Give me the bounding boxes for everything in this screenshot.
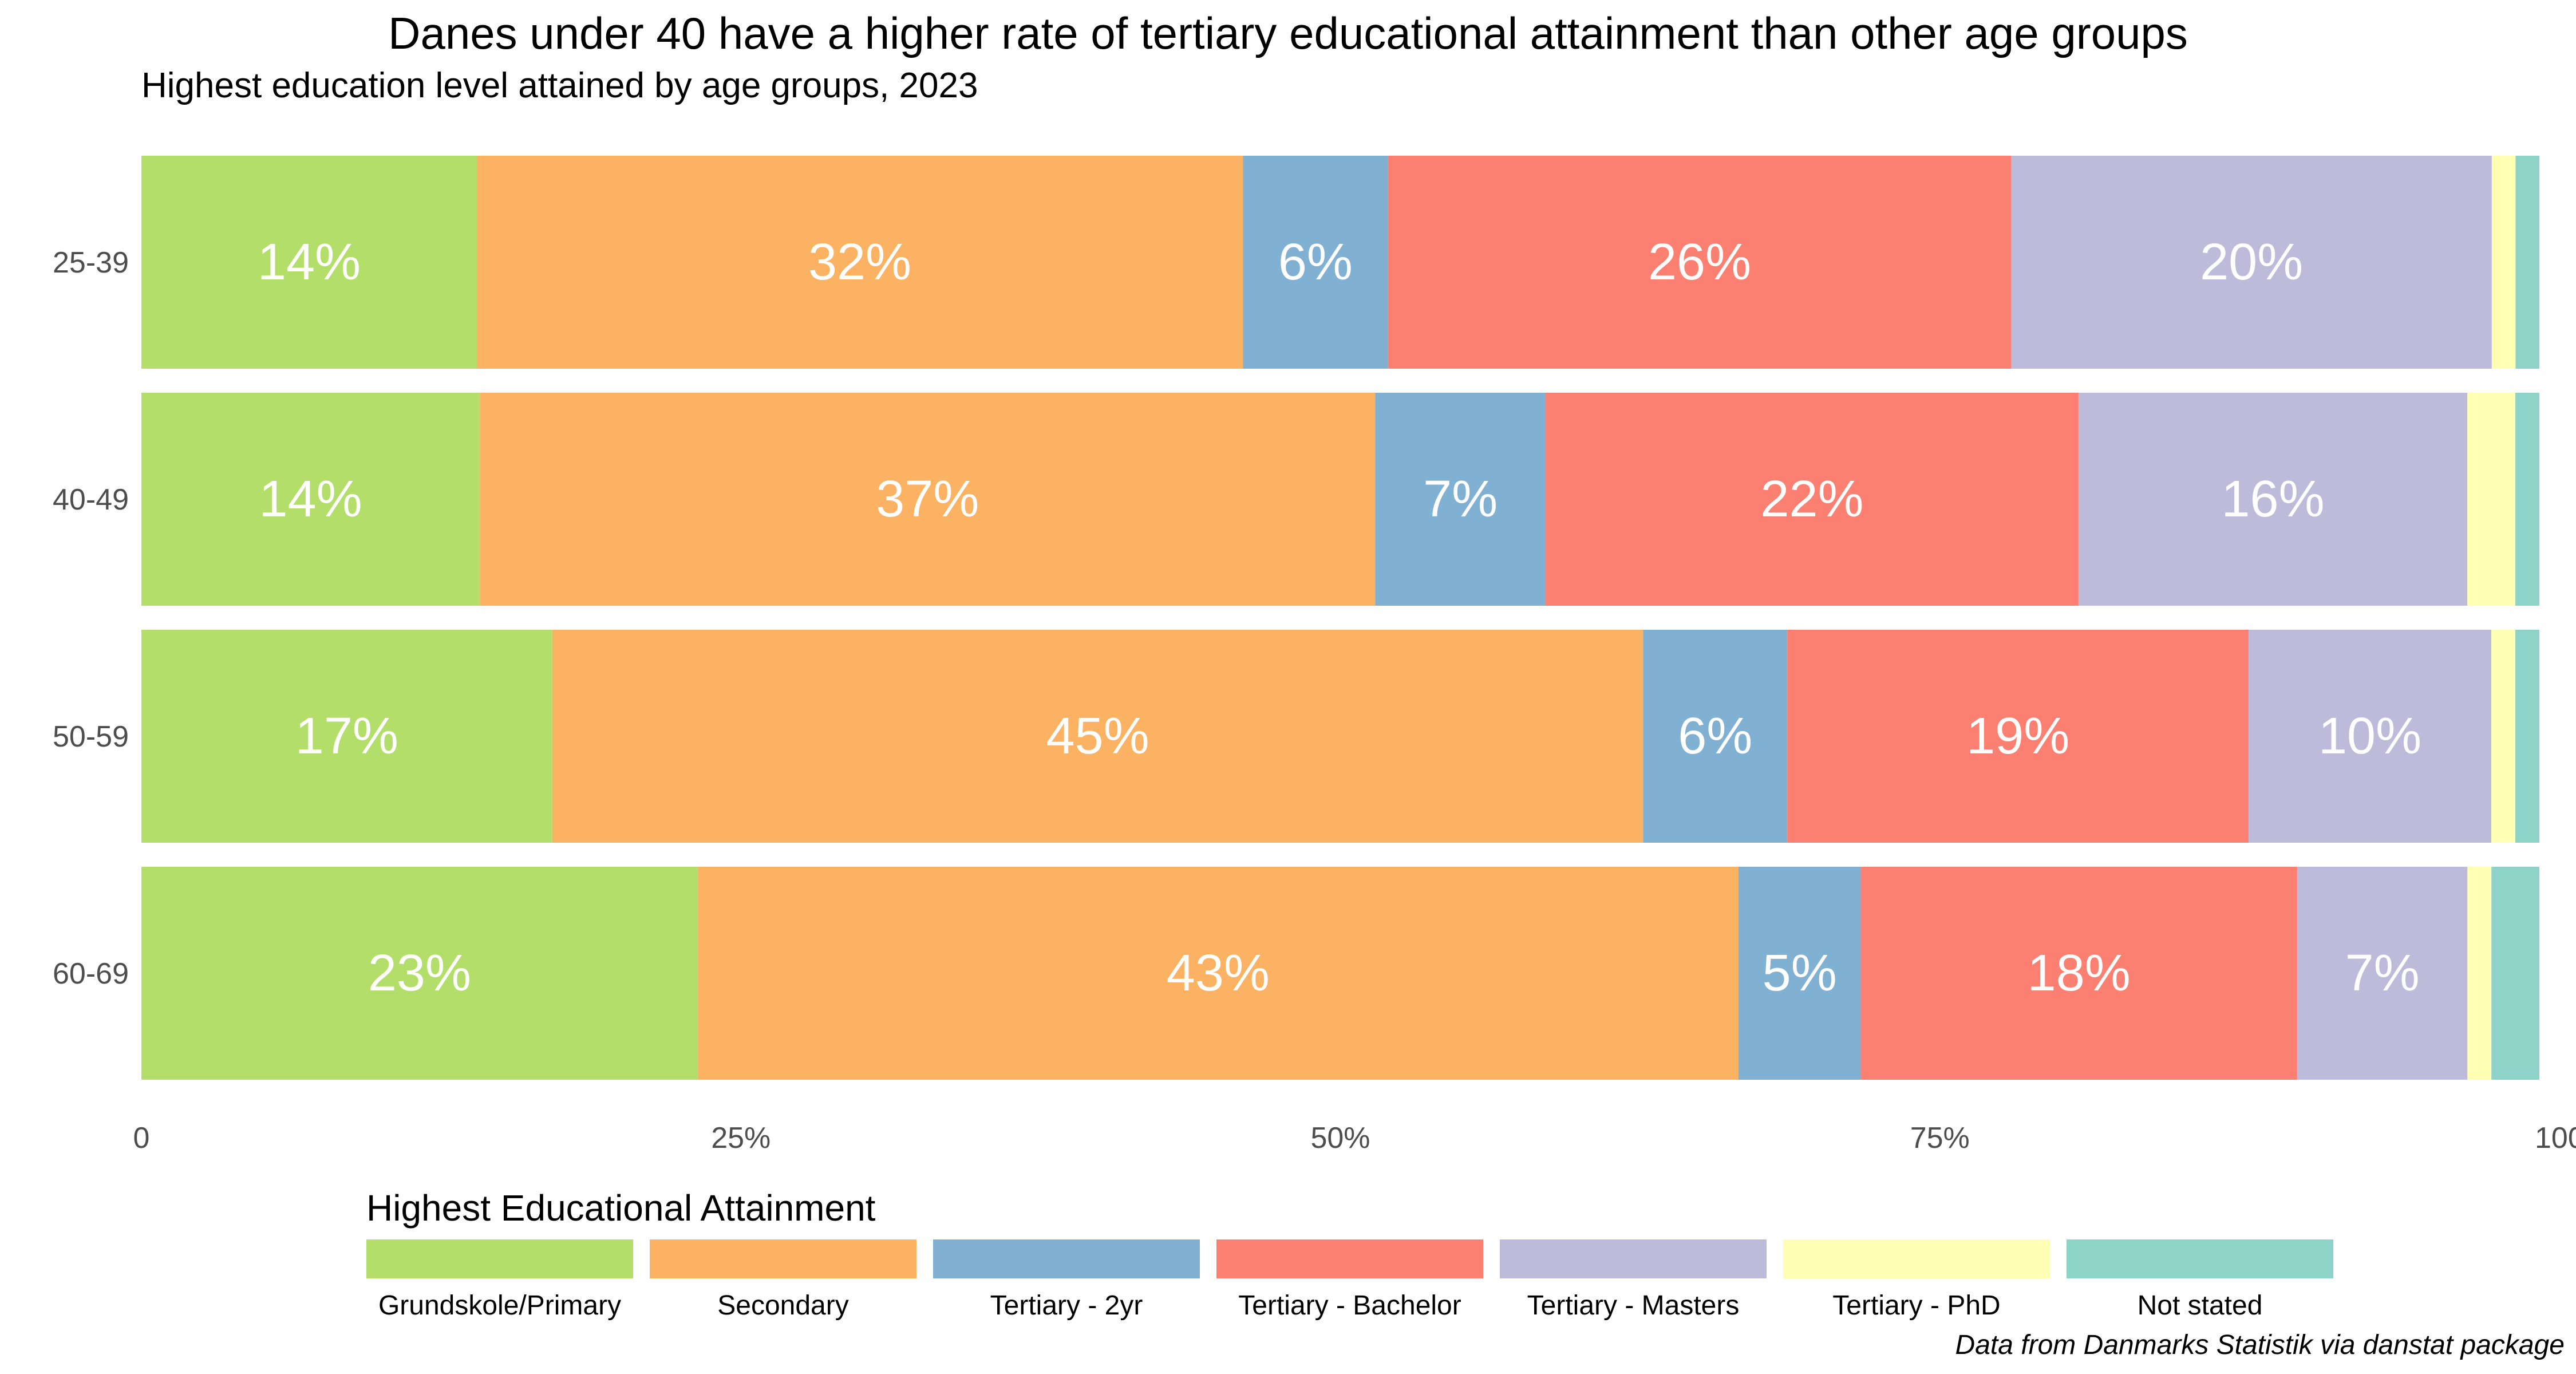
legend-key [1783,1239,2050,1278]
y-tick-label: 40-49 [53,483,129,516]
legend-title: Highest Educational Attainment [366,1187,876,1229]
bar-50-59-s3 [1787,630,2249,843]
legend-label: Secondary [717,1290,849,1321]
data-label-40-49-s3: 22% [1760,471,1863,528]
bar-50-59-s4 [2249,630,2492,843]
bar-25-39-s2 [1243,156,1388,369]
legend-item: Tertiary - 2yr [933,1239,1200,1324]
data-label-25-39-s0: 14% [258,234,361,291]
x-tick-label: 75% [1910,1122,1970,1155]
legend-key [650,1239,916,1278]
bar-40-49-s0 [141,393,480,606]
legend-key [933,1239,1200,1278]
legend-item: Tertiary - Masters [1500,1239,1767,1324]
bar-60-69-s1 [697,867,1739,1080]
data-label-25-39-s3: 26% [1648,234,1751,291]
bar-25-39-s5 [2491,156,2516,369]
legend-item: Tertiary - PhD [1783,1239,2050,1324]
bar-40-49-s2 [1375,393,1546,606]
data-labels-layer: 14% 32% 6% 26% 20% 14% 37% 7% 22% 16% 17% 45% 6% 19% 1… [258,234,2421,1002]
data-label-60-69-s1: 43% [1167,945,1270,1002]
bar-50-59-s5 [2491,630,2516,843]
data-label-50-59-s3: 19% [1966,708,2069,765]
bar-60-69-s0 [141,867,698,1080]
bar-25-39-s6 [2515,156,2539,369]
legend-item: Secondary [650,1239,916,1324]
bar-40-49-s6 [2515,393,2539,606]
legend-item: Grundskole/Primary [366,1239,633,1324]
legend-key [2067,1239,2333,1278]
bar-50-59-s6 [2515,630,2539,843]
bar-25-39-s0 [141,156,477,369]
legend-label: Not stated [2137,1290,2263,1321]
x-tick-label: 100 [2535,1122,2576,1155]
bar-60-69-s3 [1860,867,2297,1080]
bar-40-49-s5 [2467,393,2516,606]
bar-50-59-s2 [1643,630,1788,843]
legend-label: Tertiary - PhD [1832,1290,2001,1321]
chart-subtitle: Highest education level attained by age … [141,66,978,105]
data-label-25-39-s4: 20% [2200,234,2303,291]
data-label-50-59-s2: 6% [1678,708,1752,765]
data-label-40-49-s0: 14% [259,471,362,528]
bar-40-49-s4 [2078,393,2468,606]
data-label-50-59-s0: 17% [295,708,398,765]
data-label-25-39-s1: 32% [808,234,911,291]
x-tick-label: 25% [711,1122,771,1155]
bar-60-69-s6 [2491,867,2539,1080]
data-label-50-59-s1: 45% [1046,708,1149,765]
bar-50-59-s1 [552,630,1643,843]
x-axis: 0 25% 50% 75% 100 [133,1122,2576,1155]
bars-layer [141,156,2539,1080]
legend-label: Grundskole/Primary [378,1290,622,1321]
data-label-60-69-s3: 18% [2028,945,2131,1002]
bar-25-39-s3 [1388,156,2012,369]
bar-40-49-s3 [1546,393,2079,606]
data-label-60-69-s4: 7% [2345,945,2420,1002]
x-tick-label: 50% [1310,1122,1370,1155]
data-label-25-39-s2: 6% [1278,234,1353,291]
legend-key [1216,1239,1483,1278]
source-caption: Data from Danmarks Statistik via danstat… [1955,1330,2565,1360]
y-axis: 25-39 40-49 50-59 60-69 [53,246,129,990]
legend-key [1500,1239,1767,1278]
bar-50-59-s0 [141,630,552,843]
chart-title: Danes under 40 have a higher rate of ter… [388,8,2188,58]
legend-item: Not stated [2067,1239,2333,1324]
y-tick-label: 25-39 [53,246,129,279]
bar-60-69-s4 [2297,867,2468,1080]
data-label-40-49-s1: 37% [876,471,979,528]
data-label-50-59-s4: 10% [2318,708,2421,765]
data-label-60-69-s2: 5% [1763,945,1837,1002]
bar-40-49-s1 [480,393,1376,606]
legend-label: Tertiary - 2yr [990,1290,1143,1321]
legend-label: Tertiary - Masters [1527,1290,1740,1321]
data-label-40-49-s2: 7% [1423,471,1498,528]
bar-60-69-s2 [1738,867,1861,1080]
x-tick-label: 0 [133,1122,150,1155]
y-tick-label: 50-59 [53,720,129,753]
data-label-40-49-s4: 16% [2221,471,2324,528]
y-tick-label: 60-69 [53,957,129,990]
bar-25-39-s4 [2011,156,2492,369]
data-label-60-69-s0: 23% [368,945,471,1002]
bar-60-69-s5 [2467,867,2492,1080]
bar-25-39-s1 [476,156,1243,369]
legend-label: Tertiary - Bachelor [1238,1290,1461,1321]
legend-item: Tertiary - Bachelor [1216,1239,1483,1324]
legend-key [366,1239,633,1278]
